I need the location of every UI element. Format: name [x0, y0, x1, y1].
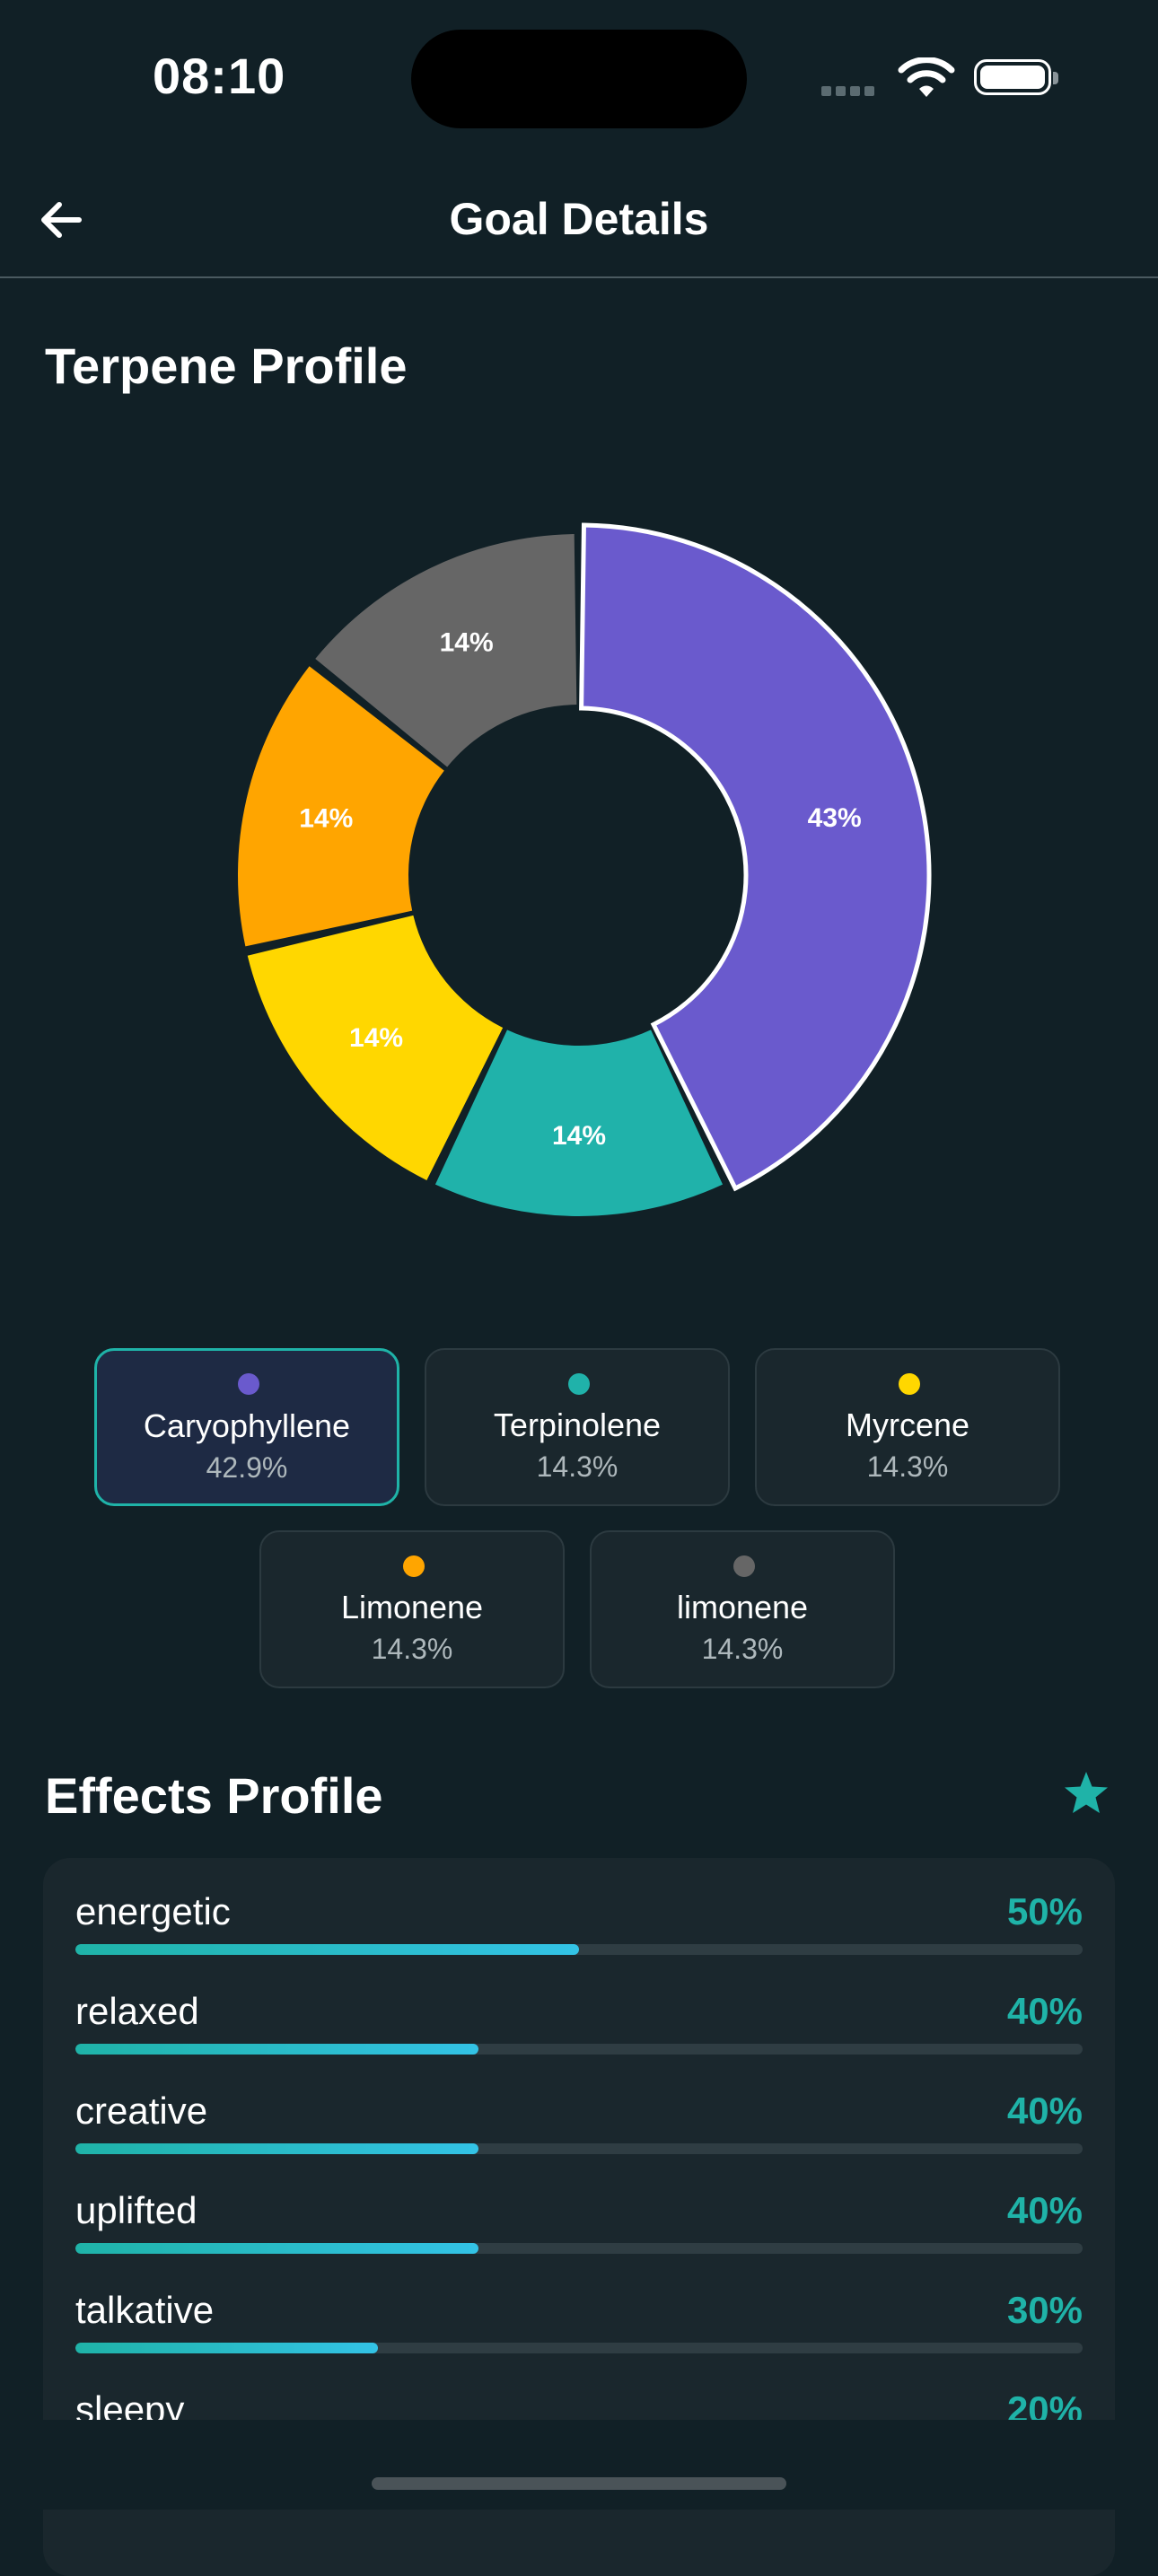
legend-color-dot: [238, 1373, 259, 1395]
effect-row: uplifted 40%: [75, 2189, 1083, 2289]
effect-label: uplifted: [75, 2189, 197, 2231]
effect-progress-track: [75, 2243, 1083, 2254]
status-time: 08:10: [153, 48, 286, 104]
legend-name: Terpinolene: [493, 1406, 662, 1443]
back-arrow-icon[interactable]: [34, 193, 88, 247]
donut-slice-terpinolene[interactable]: [434, 1030, 724, 1216]
legend-name: limonene: [676, 1589, 809, 1625]
effect-value: 40%: [1006, 2189, 1083, 2231]
effect-value: 40%: [1006, 1990, 1083, 2032]
donut-slice-limonene[interactable]: [315, 534, 577, 767]
nav-header: Goal Details: [0, 157, 1158, 278]
dynamic-island: [411, 30, 747, 128]
legend-name: Limonene: [340, 1589, 484, 1625]
donut-slice-limonene[interactable]: [238, 666, 444, 947]
legend-percent: 14.3%: [371, 1633, 453, 1665]
donut-slice-label: 43%: [808, 803, 862, 833]
effects-profile-title: Effects Profile: [45, 1767, 383, 1824]
effect-progress-track: [75, 2044, 1083, 2055]
effect-row: creative 40%: [75, 2090, 1083, 2189]
effect-progress-fill: [75, 2143, 478, 2154]
effect-progress-track: [75, 2343, 1083, 2353]
effect-row: talkative 30%: [75, 2289, 1083, 2388]
donut-slice-label: 14%: [440, 628, 494, 658]
donut-slice-myrcene[interactable]: [247, 915, 504, 1181]
effect-label: creative: [75, 2090, 208, 2132]
effect-progress-fill: [75, 1944, 579, 1955]
effect-progress-fill: [75, 2044, 478, 2055]
donut-slice-caryophyllene[interactable]: [579, 522, 932, 1192]
legend-color-dot: [733, 1555, 755, 1577]
battery-icon: [974, 59, 1058, 95]
terpene-profile-title: Terpene Profile: [45, 337, 408, 394]
legend-name: Caryophyllene: [143, 1407, 351, 1444]
cellular-signal-icon: [821, 84, 884, 96]
terpene-donut-chart: 43% 14% 14% 14% 14%: [238, 522, 932, 1216]
star-icon[interactable]: [1063, 1770, 1110, 1817]
legend-percent: 14.3%: [701, 1633, 784, 1665]
effect-value: 40%: [1006, 2090, 1083, 2132]
status-bar: 08:10: [0, 0, 1158, 157]
legend-percent: 42.9%: [206, 1451, 288, 1484]
legend-card[interactable]: Myrcene 14.3%: [755, 1348, 1060, 1506]
donut-slice-label: 14%: [349, 1023, 403, 1053]
effect-label: energetic: [75, 1890, 231, 1932]
legend-name: Myrcene: [845, 1406, 970, 1443]
donut-slice-label: 14%: [552, 1121, 606, 1151]
legend-color-dot: [899, 1373, 920, 1395]
legend-card[interactable]: Terpinolene 14.3%: [425, 1348, 730, 1506]
legend-card[interactable]: limonene 14.3%: [590, 1530, 895, 1688]
legend-color-dot: [403, 1555, 425, 1577]
effect-value: 30%: [1006, 2289, 1083, 2331]
page-title: Goal Details: [449, 194, 709, 244]
effect-progress-track: [75, 2143, 1083, 2154]
effect-progress-fill: [75, 2343, 378, 2353]
effect-row: energetic 50%: [75, 1890, 1083, 1990]
bottom-safe-area: [0, 2420, 1158, 2510]
effect-value: 50%: [1006, 1890, 1083, 1932]
effect-row: relaxed 40%: [75, 1990, 1083, 2090]
legend-color-dot: [568, 1373, 590, 1395]
effect-progress-fill: [75, 2243, 478, 2254]
effect-progress-track: [75, 1944, 1083, 1955]
effect-label: talkative: [75, 2289, 215, 2331]
effect-label: relaxed: [75, 1990, 199, 2032]
legend-percent: 14.3%: [536, 1450, 618, 1483]
legend-percent: 14.3%: [866, 1450, 949, 1483]
home-indicator[interactable]: [372, 2477, 786, 2490]
wifi-icon: [898, 57, 955, 97]
legend-card[interactable]: Limonene 14.3%: [259, 1530, 565, 1688]
donut-slice-label: 14%: [299, 804, 353, 834]
legend-card[interactable]: Caryophyllene 42.9%: [94, 1348, 399, 1506]
